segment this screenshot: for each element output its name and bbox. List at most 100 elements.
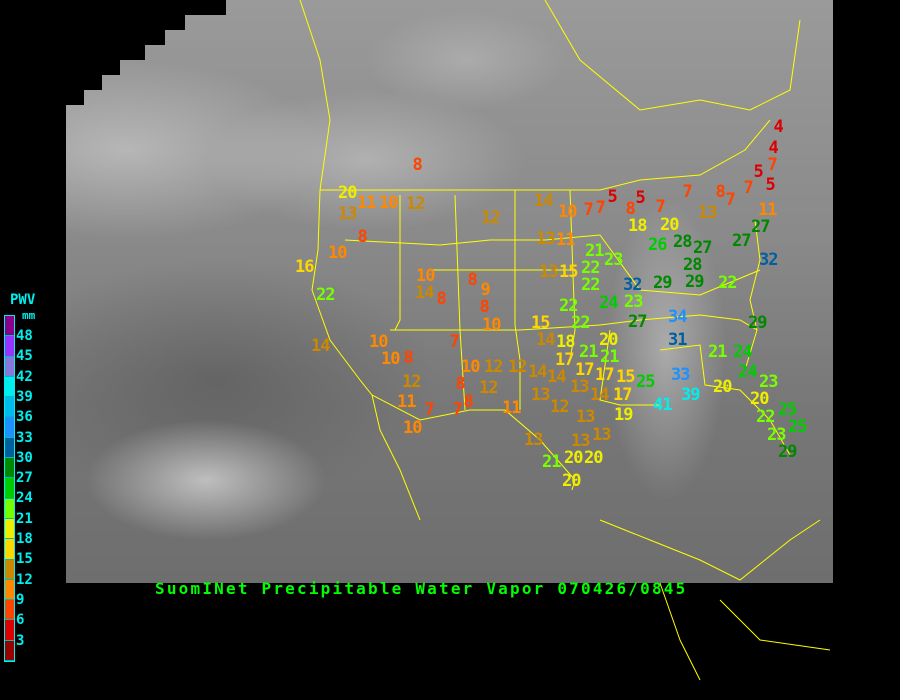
station-pwv-value: 11 <box>357 192 377 213</box>
station-pwv-value: 29 <box>653 272 673 293</box>
legend-label: 39 <box>16 388 33 405</box>
legend-swatch <box>5 397 14 418</box>
border-line <box>744 219 761 371</box>
station-pwv-value: 20 <box>713 376 733 397</box>
station-pwv-value: 8 <box>463 391 474 412</box>
station-pwv-value: 29 <box>685 271 705 292</box>
station-pwv-value: 15 <box>616 366 636 387</box>
station-pwv-value: 20 <box>564 447 584 468</box>
legend-swatch <box>5 316 14 337</box>
station-pwv-value: 20 <box>750 388 770 409</box>
station-pwv-value: 10 <box>482 314 502 335</box>
station-pwv-value: 31 <box>668 329 688 350</box>
station-pwv-value: 24 <box>599 292 619 313</box>
station-pwv-value: 12 <box>406 193 426 214</box>
station-pwv-value: 7 <box>424 399 435 420</box>
station-pwv-value: 8 <box>436 288 447 309</box>
station-pwv-value: 21 <box>708 341 728 362</box>
station-pwv-value: 13 <box>524 429 544 450</box>
station-pwv-value: 14 <box>534 190 554 211</box>
border-line <box>599 234 761 296</box>
station-pwv-value: 13 <box>338 203 358 224</box>
border-line <box>569 189 576 361</box>
station-pwv-value: 8 <box>412 154 423 175</box>
station-pwv-value: 22 <box>316 284 336 305</box>
station-pwv-value: 28 <box>683 254 703 275</box>
station-pwv-value: 10 <box>379 192 399 213</box>
border-line <box>599 519 821 581</box>
border-line <box>659 582 701 681</box>
station-pwv-value: 22 <box>581 257 601 278</box>
station-pwv-value: 13 <box>531 384 551 405</box>
station-pwv-value: 15 <box>531 312 551 333</box>
border-line <box>544 0 801 111</box>
station-pwv-value: 27 <box>751 216 771 237</box>
border-line <box>390 319 641 331</box>
station-pwv-value: 10 <box>369 331 389 352</box>
station-pwv-value: 5 <box>765 174 776 195</box>
station-pwv-value: 20 <box>562 470 582 491</box>
border-line <box>639 314 758 331</box>
station-pwv-value: 26 <box>648 234 668 255</box>
station-pwv-value: 21 <box>600 346 620 367</box>
legend-swatch <box>5 478 14 499</box>
legend-swatch <box>5 620 14 641</box>
station-pwv-value: 18 <box>628 215 648 236</box>
legend-swatch <box>5 336 14 357</box>
legend-label: 33 <box>16 429 33 446</box>
satellite-image <box>66 0 833 583</box>
station-pwv-value: 8 <box>467 269 478 290</box>
border-line <box>514 190 521 410</box>
station-pwv-value: 10 <box>328 242 348 263</box>
station-pwv-value: 11 <box>758 199 778 220</box>
station-pwv-value: 28 <box>673 231 693 252</box>
station-pwv-value: 14 <box>311 335 331 356</box>
station-pwv-value: 32 <box>623 274 643 295</box>
station-pwv-value: 23 <box>604 249 624 270</box>
station-pwv-value: 7 <box>595 197 606 218</box>
legend-label: 15 <box>16 551 33 568</box>
station-pwv-value: 9 <box>480 279 491 300</box>
station-pwv-value: 29 <box>778 441 798 462</box>
station-pwv-value: 15 <box>559 261 579 282</box>
station-pwv-value: 7 <box>583 199 594 220</box>
station-pwv-value: 22 <box>756 406 776 427</box>
station-pwv-value: 12 <box>402 371 422 392</box>
station-pwv-value: 8 <box>403 347 414 368</box>
legend-label: 18 <box>16 531 33 547</box>
station-pwv-value: 10 <box>461 356 481 377</box>
station-pwv-value: 10 <box>416 265 436 286</box>
station-pwv-value: 24 <box>738 361 758 382</box>
station-pwv-value: 17 <box>613 384 633 405</box>
station-pwv-value: 25 <box>788 416 808 437</box>
station-pwv-value: 34 <box>668 306 688 327</box>
station-pwv-value: 5 <box>753 161 764 182</box>
legend-swatch <box>5 600 14 621</box>
station-pwv-value: 13 <box>592 424 612 445</box>
map-title: SuomINet Precipitable Water Vapor 070426… <box>155 579 688 598</box>
station-pwv-value: 8 <box>455 373 466 394</box>
border-line <box>659 344 791 456</box>
station-pwv-value: 23 <box>624 291 644 312</box>
station-pwv-value: 17 <box>575 359 595 380</box>
color-legend <box>4 315 15 663</box>
border-line <box>454 194 466 411</box>
legend-swatch <box>5 518 14 540</box>
station-pwv-value: 13 <box>571 430 591 451</box>
legend-label: 27 <box>16 470 33 487</box>
border-line <box>371 394 421 521</box>
legend-label: 6 <box>16 612 25 629</box>
border-line <box>599 329 660 406</box>
station-pwv-value: 12 <box>479 377 499 398</box>
station-pwv-value: 14 <box>536 329 556 350</box>
station-pwv-value: 12 <box>484 356 504 377</box>
station-pwv-value: 10 <box>558 201 578 222</box>
station-pwv-value: 19 <box>614 404 634 425</box>
border-line <box>299 0 331 191</box>
station-pwv-value: 8 <box>625 198 636 219</box>
station-pwv-value: 7 <box>449 331 460 352</box>
station-pwv-value: 8 <box>357 226 368 247</box>
station-pwv-value: 21 <box>585 240 605 261</box>
station-pwv-value: 7 <box>767 154 778 175</box>
station-pwv-value: 12 <box>481 207 501 228</box>
